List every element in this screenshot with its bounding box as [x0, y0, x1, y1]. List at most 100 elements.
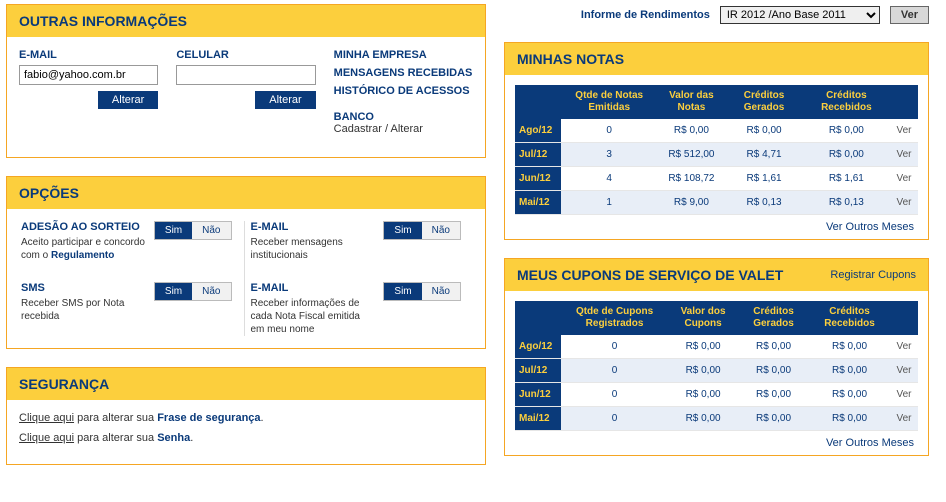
panel-minhas-notas: MINHAS NOTAS Qtde de Notas Emitidas Valo…: [504, 42, 929, 240]
cell-creditos-recebidos: R$ 0,13: [803, 191, 890, 215]
th-qtde-notas: Qtde de Notas Emitidas: [561, 85, 657, 119]
email-input[interactable]: [19, 65, 158, 85]
table-cupons: Qtde de Cupons Registrados Valor dos Cup…: [515, 301, 918, 431]
toggle-sim[interactable]: Sim: [384, 222, 421, 239]
cell-creditos-recebidos: R$ 0,00: [809, 335, 890, 359]
ver-row-link[interactable]: Ver: [890, 359, 918, 383]
panel-opcoes: OPÇÕES Sim Não ADESÃO AO SORTEIO Aceito …: [6, 176, 486, 349]
informe-rendimentos-row: Informe de Rendimentos IR 2012 /Ano Base…: [504, 4, 929, 24]
toggle-nao[interactable]: Não: [192, 222, 230, 239]
cell-creditos-recebidos: R$ 1,61: [803, 167, 890, 191]
cell-creditos-gerados: R$ 0,00: [725, 119, 802, 143]
ver-row-link[interactable]: Ver: [890, 143, 918, 167]
link-banco[interactable]: BANCO: [334, 111, 473, 123]
cell-valor: R$ 0,00: [668, 383, 738, 407]
cell-creditos-gerados: R$ 4,71: [725, 143, 802, 167]
ver-row-link[interactable]: Ver: [890, 383, 918, 407]
toggle-nao[interactable]: Não: [422, 283, 460, 300]
cell-month: Ago/12: [515, 119, 561, 143]
cell-valor: R$ 9,00: [657, 191, 725, 215]
cell-valor: R$ 0,00: [668, 359, 738, 383]
table-row: Mai/120R$ 0,00R$ 0,00R$ 0,00Ver: [515, 407, 918, 431]
table-row: Jul/120R$ 0,00R$ 0,00R$ 0,00Ver: [515, 359, 918, 383]
cell-qtde: 4: [561, 167, 657, 191]
cell-creditos-recebidos: R$ 0,00: [809, 359, 890, 383]
cell-month: Jun/12: [515, 383, 561, 407]
cell-month: Jun/12: [515, 167, 561, 191]
informe-rendimentos-label: Informe de Rendimentos: [581, 9, 710, 21]
link-minha-empresa[interactable]: MINHA EMPRESA: [334, 49, 473, 61]
cell-valor: R$ 0,00: [657, 119, 725, 143]
cell-valor: R$ 0,00: [668, 407, 738, 431]
cell-creditos-recebidos: R$ 0,00: [809, 383, 890, 407]
ver-row-link[interactable]: Ver: [890, 119, 918, 143]
ver-row-link[interactable]: Ver: [890, 335, 918, 359]
ver-rendimentos-button[interactable]: Ver: [890, 6, 929, 24]
cell-creditos-recebidos: R$ 0,00: [809, 407, 890, 431]
cell-qtde: 1: [561, 191, 657, 215]
panel-title-cupons: MEUS CUPONS DE SERVIÇO DE VALET: [517, 267, 783, 283]
seguranca-line-frase: Clique aqui para alterar sua Frase de se…: [19, 412, 473, 424]
toggle-email-inst[interactable]: Sim Não: [383, 221, 461, 240]
opt-email2-desc: Receber informações de cada Nota Fiscal …: [251, 297, 376, 336]
panel-title-notas: MINHAS NOTAS: [505, 43, 928, 75]
toggle-sorteio[interactable]: Sim Não: [154, 221, 232, 240]
cell-creditos-gerados: R$ 0,00: [738, 359, 809, 383]
toggle-sim[interactable]: Sim: [155, 283, 192, 300]
th-qtde-cupons: Qtde de Cupons Registrados: [561, 301, 668, 335]
link-mensagens-recebidas[interactable]: MENSAGENS RECEBIDAS: [334, 67, 473, 79]
cell-creditos-recebidos: R$ 0,00: [803, 143, 890, 167]
toggle-nao[interactable]: Não: [192, 283, 230, 300]
cell-month: Jul/12: [515, 359, 561, 383]
toggle-sim[interactable]: Sim: [384, 283, 421, 300]
table-row: Ago/120R$ 0,00R$ 0,00R$ 0,00Ver: [515, 119, 918, 143]
ver-outros-meses-notas[interactable]: Ver Outros Meses: [515, 215, 918, 235]
cell-month: Ago/12: [515, 335, 561, 359]
table-row: Jun/120R$ 0,00R$ 0,00R$ 0,00Ver: [515, 383, 918, 407]
panel-title-outras: OUTRAS INFORMAÇÕES: [7, 5, 485, 37]
cell-qtde: 0: [561, 359, 668, 383]
cell-qtde: 0: [561, 335, 668, 359]
cell-creditos-gerados: R$ 0,00: [738, 407, 809, 431]
alterar-celular-button[interactable]: Alterar: [255, 91, 315, 109]
panel-seguranca: SEGURANÇA Clique aqui para alterar sua F…: [6, 367, 486, 465]
panel-title-seguranca: SEGURANÇA: [7, 368, 485, 400]
cell-valor: R$ 108,72: [657, 167, 725, 191]
table-notas: Qtde de Notas Emitidas Valor das Notas C…: [515, 85, 918, 215]
registrar-cupons-link[interactable]: Registrar Cupons: [830, 269, 916, 281]
table-row: Mai/121R$ 9,00R$ 0,13R$ 0,13Ver: [515, 191, 918, 215]
link-historico-acessos[interactable]: HISTÓRICO DE ACESSOS: [334, 85, 473, 97]
cell-month: Jul/12: [515, 143, 561, 167]
th-cupons-creditos-recebidos: Créditos Recebidos: [809, 301, 890, 335]
alterar-email-button[interactable]: Alterar: [98, 91, 158, 109]
celular-label: CELULAR: [176, 49, 315, 61]
toggle-sms[interactable]: Sim Não: [154, 282, 232, 301]
cell-valor: R$ 512,00: [657, 143, 725, 167]
email-label: E-MAIL: [19, 49, 158, 61]
informe-rendimentos-select[interactable]: IR 2012 /Ano Base 2011: [720, 6, 880, 24]
cell-creditos-gerados: R$ 1,61: [725, 167, 802, 191]
ver-row-link[interactable]: Ver: [890, 191, 918, 215]
celular-input[interactable]: [176, 65, 315, 85]
cell-qtde: 0: [561, 407, 668, 431]
cell-creditos-gerados: R$ 0,13: [725, 191, 802, 215]
cell-valor: R$ 0,00: [668, 335, 738, 359]
cell-creditos-recebidos: R$ 0,00: [803, 119, 890, 143]
opt-sorteio-desc: Aceito participar e concordo com o Regul…: [21, 236, 146, 262]
table-row: Jun/124R$ 108,72R$ 1,61R$ 1,61Ver: [515, 167, 918, 191]
cell-month: Mai/12: [515, 407, 561, 431]
link-banco-sub[interactable]: Cadastrar / Alterar: [334, 123, 473, 135]
toggle-email-nf[interactable]: Sim Não: [383, 282, 461, 301]
link-alterar-senha[interactable]: Clique aqui: [19, 432, 74, 444]
toggle-nao[interactable]: Não: [422, 222, 460, 239]
cell-qtde: 0: [561, 119, 657, 143]
th-cupons-creditos-gerados: Créditos Gerados: [738, 301, 809, 335]
ver-row-link[interactable]: Ver: [890, 167, 918, 191]
panel-title-opcoes: OPÇÕES: [7, 177, 485, 209]
ver-row-link[interactable]: Ver: [890, 407, 918, 431]
link-alterar-frase[interactable]: Clique aqui: [19, 412, 74, 424]
table-row: Ago/120R$ 0,00R$ 0,00R$ 0,00Ver: [515, 335, 918, 359]
toggle-sim[interactable]: Sim: [155, 222, 192, 239]
ver-outros-meses-cupons[interactable]: Ver Outros Meses: [515, 431, 918, 451]
cell-qtde: 3: [561, 143, 657, 167]
